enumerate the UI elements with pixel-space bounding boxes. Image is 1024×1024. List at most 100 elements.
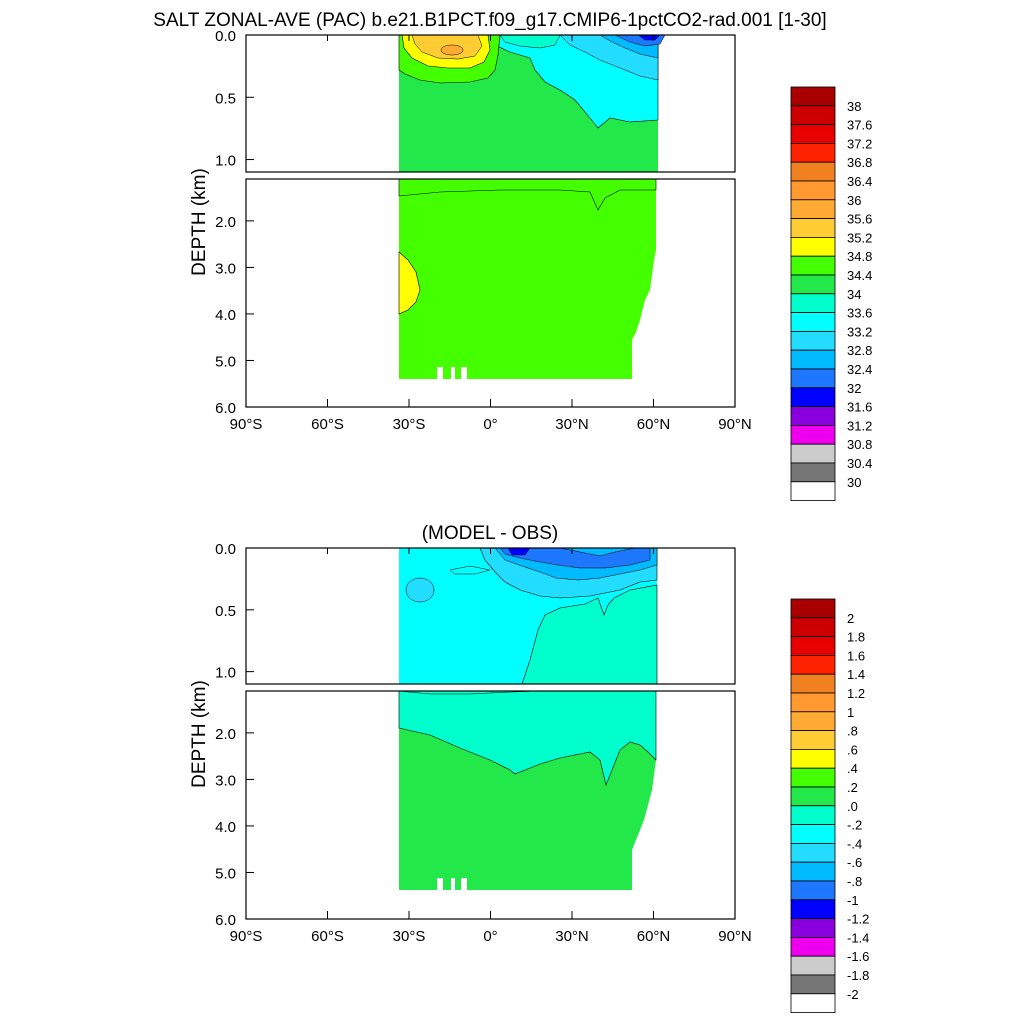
panel1-colorbar-box: [790, 274, 836, 295]
panel1-colorbar-box: [790, 218, 836, 238]
panel1-colorbar-label: 32.8: [847, 343, 872, 358]
panel1-lower-ytick-label: 2.0: [215, 214, 236, 231]
panel1-lower-ytick-label: 5.0: [215, 353, 236, 370]
panel2-xtick-label: 90°N: [718, 928, 752, 945]
panel2-xtick-label: 60°N: [637, 928, 671, 945]
panel2-seafloor-notches: [437, 878, 467, 892]
panel2-lower-ytick-label: 6.0: [215, 912, 236, 929]
panel1-colorbar-box: [790, 180, 836, 201]
panel2-colorbar-box: [790, 767, 836, 788]
panel1-colorbar-box: [790, 293, 836, 313]
panel1-xtick-label: 90°S: [230, 416, 263, 433]
panel2-xtick-label: 60°S: [311, 928, 344, 945]
panel1-colorbar-label: 33.6: [847, 306, 872, 321]
panel1-colorbar-label: 31.6: [847, 400, 872, 415]
panel2-lower-ytick-label: 3.0: [215, 772, 236, 789]
panel2-colorbar-box: [790, 974, 836, 995]
panel2-upper-yticks: 0.0 0.5 1.0: [215, 541, 254, 682]
panel1-xtick-label: 60°S: [311, 416, 344, 433]
panel1-colorbar-box: [790, 387, 836, 407]
panel1-colorbar-label: 36.4: [847, 174, 872, 189]
panel1-colorbar-box: [790, 330, 836, 351]
panel1-colorbar: 38 37.6 37.2 36.8 36.4 36 35.6 35.2 34.8 34.4 34 33…: [790, 86, 872, 501]
panel2-colorbar-box: [790, 899, 836, 919]
panel1-colorbar-label: 30: [847, 475, 861, 490]
panel1-lower-yticks: 2.0 3.0 4.0 5.0 6.0: [215, 214, 254, 417]
panel2-colorbar-box: [790, 993, 836, 1013]
panel1-colorbar-box: [790, 86, 836, 107]
panel2-colorbar-box: [790, 786, 836, 807]
panel2-colorbar-box: [790, 824, 836, 844]
panel2-colorbar-box: [790, 730, 836, 750]
panel2-colorbar-label: -1.6: [847, 949, 869, 964]
panel1-colorbar-label: 34: [847, 287, 861, 302]
panel2-xtick-label: 30°N: [555, 928, 589, 945]
panel1-colorbar-label: 32.4: [847, 362, 872, 377]
panel2-colorbar-box: [790, 655, 836, 675]
panel1-colorbar-box: [790, 255, 836, 276]
panel2-upper-ytick-label: 0.5: [215, 603, 236, 620]
panel1-colorbar-box: [790, 236, 836, 257]
panel2-strong-negative-surface: [499, 547, 651, 569]
panel-salinity: SALT ZONAL-AVE (PAC) b.e21.B1PCT.f09_g17…: [153, 10, 872, 501]
panel1-colorbar-label: 36.8: [847, 155, 872, 170]
panel2-colorbar-box: [790, 749, 836, 769]
panel1-upper-ytick-label: 0.0: [215, 28, 236, 45]
panel2-thin-contour: [449, 565, 491, 575]
panel1-colorbar-box: [790, 124, 836, 144]
panel1-xtick-label: 60°N: [637, 416, 671, 433]
panel1-xtick-label: 30°N: [555, 416, 589, 433]
panel2-colorbar-box: [790, 598, 836, 619]
panel2-xtick-label: 0°: [483, 928, 497, 945]
panel2-lower-field: [398, 690, 657, 892]
panel2-lower-ytick-label: 2.0: [215, 726, 236, 743]
panel2-colorbar: 21.81.61.41.21.8.6.4.2.0-.2-.4-.6-.8-1-1…: [790, 598, 869, 1013]
panel1-colorbar-label: 38: [847, 99, 861, 114]
panel2-upper-ytick-label: 0.0: [215, 541, 236, 558]
panel2-colorbar-label: 1.6: [847, 648, 865, 663]
panel1-deep-saline-bulge: [398, 251, 421, 315]
panel2-south-negative-patch: [405, 577, 435, 603]
panel2-colorbar-box: [790, 636, 836, 656]
panel1-colorbar-box: [790, 368, 836, 389]
panel-model-minus-obs: (MODEL - OBS) 0.00.51.0 2.03.04.05.06.0: [189, 523, 869, 1013]
panel2-upper-ytick-label: 1.0: [215, 665, 236, 682]
panel1-colorbar-label: 32: [847, 381, 861, 396]
panel1-colorbar-box: [790, 161, 836, 182]
panel1-lower-ytick-label: 4.0: [215, 307, 236, 324]
panel1-colorbar-label: 30.4: [847, 456, 872, 471]
panel1-xtick-label: 90°N: [718, 416, 752, 433]
panel1-lower-ytick-label: 3.0: [215, 260, 236, 277]
panel1-upper-yticks: 0.0 0.5 1.0: [215, 28, 254, 170]
panel1-colorbar-label: 35.6: [847, 212, 872, 227]
panel1-lower-field: [398, 178, 657, 381]
panel1-colorbar-box: [790, 142, 836, 163]
panel1-xtick-label: 0°: [483, 416, 497, 433]
panel1-xticks: 90°S 60°S 30°S 0° 30°N 60°N 90°N: [230, 35, 752, 433]
panel2-upper-thin-layer: [398, 690, 541, 695]
panel1-colorbar-box: [790, 349, 836, 370]
panel2-colorbar-label: .6: [847, 742, 858, 757]
panel1-colorbar-box: [790, 424, 836, 445]
panel2-title: (MODEL - OBS): [422, 523, 559, 544]
panel1-colorbar-box: [790, 481, 836, 501]
panel2-colorbar-box: [790, 673, 836, 694]
panel2-colorbar-label: -2: [847, 987, 859, 1002]
panel2-colorbar-box: [790, 843, 836, 863]
panel2-lower-yticks: 2.0 3.0 4.0 5.0 6.0: [215, 726, 254, 929]
panel1-colorbar-label: 34.8: [847, 249, 872, 264]
panel1-ylabel: DEPTH (km): [189, 168, 210, 276]
panel2-colorbar-label: -1: [847, 893, 859, 908]
panel2-colorbar-label: -1.2: [847, 912, 869, 927]
panel1-colorbar-box: [790, 406, 836, 426]
panel2-colorbar-box: [790, 880, 836, 901]
panel2-colorbar-label: 1.4: [847, 667, 865, 682]
panel1-upper-ytick-label: 1.0: [215, 153, 236, 170]
panel1-colorbar-box: [790, 199, 836, 220]
panel2-colorbar-box: [790, 861, 836, 882]
panel1-colorbar-label: 37.6: [847, 118, 872, 133]
panel2-upper-field: [399, 547, 658, 685]
panel2-colorbar-label: 1.2: [847, 686, 865, 701]
panel1-colorbar-label: 36: [847, 193, 861, 208]
